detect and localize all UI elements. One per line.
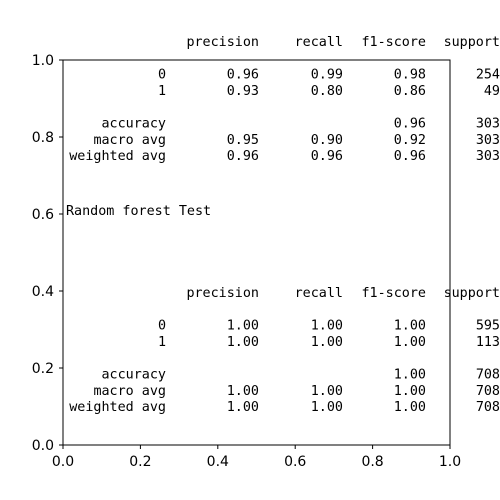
x-tick-label: 0.4 — [207, 454, 229, 470]
cell-recall: 1.00 — [311, 384, 343, 399]
cell-support: 49 — [484, 84, 500, 99]
y-tick-label: 0.8 — [32, 130, 54, 146]
column-header: f1-score — [362, 35, 427, 50]
cell-precision: 0.96 — [227, 68, 259, 83]
row-label: weighted avg — [69, 149, 166, 164]
x-tick-label: 0.6 — [284, 454, 306, 470]
cell-f1-score: 1.00 — [394, 335, 426, 350]
y-tick-label: 0.6 — [32, 207, 54, 223]
cell-precision: 0.96 — [227, 149, 259, 164]
cell-recall: 1.00 — [311, 319, 343, 334]
y-axis-ticks: 0.0 0.2 0.4 0.6 0.8 1.0 — [32, 53, 63, 454]
column-header: support — [444, 286, 500, 301]
cell-support: 708 — [476, 368, 500, 383]
row-label: 1 — [158, 335, 166, 350]
cell-f1-score: 1.00 — [394, 384, 426, 399]
axes: 0.0 0.2 0.4 0.6 0.8 1.0 0.0 0.2 0.4 0.6 0.8 1.0 — [32, 53, 461, 470]
cell-f1-score: 0.92 — [394, 133, 426, 148]
row-label: 1 — [158, 84, 166, 99]
row-label: accuracy — [102, 117, 167, 132]
cell-recall: 1.00 — [311, 400, 343, 415]
cell-f1-score: 1.00 — [394, 319, 426, 334]
cell-precision: 0.93 — [227, 84, 259, 99]
x-tick-label: 0.0 — [52, 454, 74, 470]
cell-precision: 1.00 — [227, 400, 259, 415]
y-tick-label: 0.4 — [32, 284, 54, 300]
row-label: macro avg — [93, 133, 166, 148]
cell-support: 303 — [476, 133, 500, 148]
cell-recall: 0.99 — [311, 68, 343, 83]
cell-precision: 1.00 — [227, 319, 259, 334]
cell-support: 595 — [476, 319, 500, 334]
x-tick-label: 0.8 — [361, 454, 383, 470]
x-axis-ticks: 0.0 0.2 0.4 0.6 0.8 1.0 — [52, 445, 461, 470]
cell-precision: 1.00 — [227, 335, 259, 350]
report-caption: Random forest Test — [66, 204, 211, 219]
row-label: accuracy — [102, 368, 167, 383]
cell-recall: 0.96 — [311, 149, 343, 164]
cell-recall: 0.80 — [311, 84, 343, 99]
y-tick-label: 0.2 — [32, 361, 54, 377]
cell-f1-score: 1.00 — [394, 400, 426, 415]
y-tick-label: 0.0 — [32, 438, 54, 454]
cell-f1-score: 0.96 — [394, 117, 426, 132]
cell-support: 254 — [476, 68, 500, 83]
cell-precision: 0.95 — [227, 133, 259, 148]
column-header: recall — [295, 286, 343, 301]
cell-f1-score: 0.98 — [394, 68, 426, 83]
row-label: weighted avg — [69, 400, 166, 415]
cell-recall: 1.00 — [311, 335, 343, 350]
column-header: support — [444, 35, 500, 50]
x-tick-label: 0.2 — [129, 454, 151, 470]
cell-support: 303 — [476, 117, 500, 132]
row-label: 0 — [158, 319, 166, 334]
cell-support: 113 — [476, 335, 500, 350]
column-header: precision — [186, 286, 259, 301]
row-label: 0 — [158, 68, 166, 83]
column-header: f1-score — [362, 286, 427, 301]
row-label: macro avg — [93, 384, 166, 399]
y-tick-label: 1.0 — [32, 53, 54, 69]
cell-f1-score: 1.00 — [394, 368, 426, 383]
cell-support: 303 — [476, 149, 500, 164]
axes-frame — [62, 59, 451, 446]
cell-precision: 1.00 — [227, 384, 259, 399]
x-tick-label: 1.0 — [439, 454, 461, 470]
cell-recall: 0.90 — [311, 133, 343, 148]
column-header: recall — [295, 35, 343, 50]
cell-support: 708 — [476, 384, 500, 399]
cell-support: 708 — [476, 400, 500, 415]
cell-f1-score: 0.86 — [394, 84, 426, 99]
column-header: precision — [186, 35, 259, 50]
cell-f1-score: 0.96 — [394, 149, 426, 164]
